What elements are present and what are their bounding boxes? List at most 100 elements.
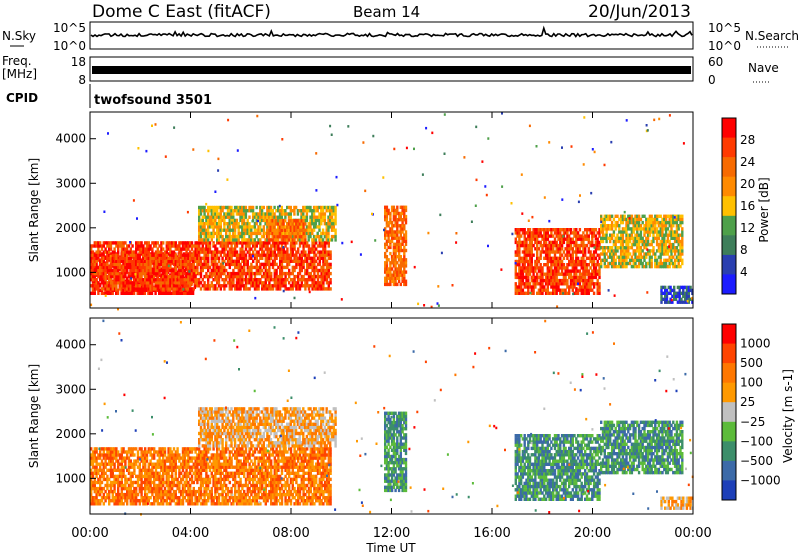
heatmap-cell (669, 285, 672, 290)
heatmap-cell (591, 275, 594, 280)
heatmap-cell (559, 291, 562, 295)
heatmap-cell (325, 234, 328, 239)
heatmap-cell (621, 249, 625, 253)
heatmap-cell (401, 218, 404, 222)
heatmap-cell (657, 249, 661, 253)
heatmap-cell (255, 256, 258, 260)
heatmap-cell (625, 220, 628, 225)
heatmap-cell (270, 262, 273, 267)
heatmap-cell (585, 282, 589, 286)
heatmap-cell (286, 212, 289, 216)
heatmap-cell (126, 250, 129, 254)
heatmap-cell (596, 282, 599, 286)
heatmap-cell (562, 266, 566, 270)
heatmap-cell (587, 250, 590, 254)
heatmap-cell (237, 262, 240, 267)
heatmap-cell (619, 261, 623, 266)
heatmap-cell (233, 209, 237, 213)
heatmap-cell (253, 225, 257, 229)
heatmap-cell (603, 217, 606, 222)
heatmap-cell (129, 274, 132, 279)
heatmap-cell (111, 259, 114, 263)
heatmap-cell (259, 238, 262, 242)
heatmap-cell (190, 256, 194, 260)
heatmap-cell (279, 259, 282, 263)
heatmap-cell (214, 271, 217, 276)
heatmap-cell (573, 278, 576, 283)
heatmap-cell (630, 214, 634, 218)
heatmap-cell (207, 256, 210, 260)
heatmap-cell (106, 259, 109, 263)
heatmap-cell (527, 263, 530, 267)
heatmap-cell (225, 231, 228, 236)
heatmap-cell (260, 234, 264, 239)
heatmap-cell (324, 262, 327, 267)
heatmap-cell (226, 253, 230, 257)
heatmap-cell (241, 221, 244, 225)
heatmap-cell (605, 217, 608, 222)
heatmap-cell (332, 218, 335, 223)
heatmap-cell (190, 274, 194, 279)
heatmap-cell (548, 219, 551, 223)
heatmap-cell (268, 259, 271, 263)
heatmap-cell (210, 222, 213, 226)
heatmap-cell (208, 222, 212, 226)
heatmap-cell (327, 244, 330, 248)
heatmap-cell (90, 244, 93, 248)
heatmap-cell (298, 225, 301, 229)
heatmap-cell (280, 205, 283, 210)
heatmap-cell (190, 281, 194, 285)
heatmap-cell (621, 239, 625, 244)
heatmap-cell (399, 211, 402, 216)
heatmap-cell (585, 272, 589, 276)
heatmap-cell (390, 205, 394, 209)
heatmap-cell (90, 253, 93, 257)
heatmap-cell (304, 259, 307, 263)
heatmap-cell (178, 271, 181, 276)
heatmap-cell (557, 243, 560, 248)
heatmap-cell (619, 258, 623, 262)
heatmap-cell (286, 222, 289, 226)
heatmap-cell (262, 231, 265, 236)
heatmap-cell (632, 220, 635, 225)
heatmap-cell (681, 230, 684, 234)
heatmap-cell (185, 271, 188, 276)
heatmap-cell (183, 278, 186, 282)
heatmap-cell (140, 274, 143, 279)
heatmap-cell (253, 278, 257, 282)
heatmap-cell (167, 274, 170, 279)
heatmap-cell (316, 209, 319, 213)
heatmap-cell (536, 234, 539, 238)
heatmap-cell (327, 231, 330, 236)
heatmap-cell (271, 259, 275, 263)
heatmap-cell (104, 268, 107, 273)
heatmap-cell (282, 256, 285, 260)
heatmap-cell (396, 205, 399, 209)
heatmap-cell (311, 222, 314, 226)
heatmap-cell (539, 256, 542, 260)
heatmap-cell (675, 227, 679, 231)
heatmap-cell (532, 228, 535, 232)
heatmap-cell (273, 215, 276, 219)
heatmap-cell (230, 244, 233, 248)
heatmap-cell (660, 285, 663, 290)
heatmap-cell (241, 238, 244, 242)
heatmap-cell (350, 240, 353, 244)
heatmap-cell (207, 259, 210, 263)
heatmap-cell (117, 241, 120, 245)
heatmap-cell (232, 209, 235, 213)
heatmap-cell (106, 250, 109, 254)
heatmap-cell (99, 253, 102, 257)
heatmap-cell (169, 259, 172, 263)
heatmap-cell (320, 241, 323, 245)
heatmap-cell (241, 268, 244, 273)
heatmap-cell (609, 246, 612, 250)
heatmap-cell (550, 282, 553, 286)
heatmap-cell (106, 265, 109, 270)
heatmap-cell (291, 234, 294, 239)
heatmap-cell (667, 300, 670, 304)
heatmap-cell (226, 212, 230, 216)
heatmap-cell (670, 298, 673, 302)
heatmap-cell (302, 259, 305, 263)
heatmap-cell (623, 255, 626, 259)
